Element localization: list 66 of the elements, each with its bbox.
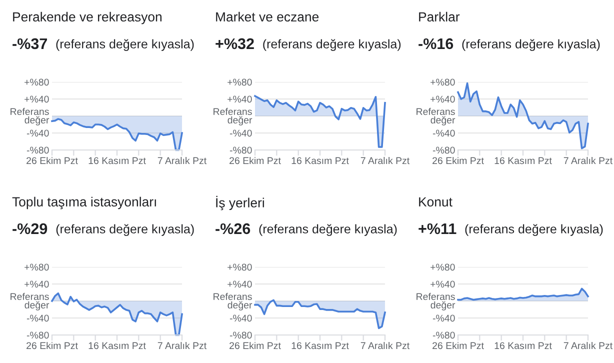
- y-tick-label: -%80: [230, 332, 252, 339]
- x-tick-label: 16 Kasım Pzt: [88, 342, 146, 350]
- chart-subtitle: +%11: [418, 223, 456, 234]
- y-tick-label: +%80: [430, 264, 455, 271]
- y-tick-label: Referans değer: [416, 292, 456, 310]
- y-tick-label: -%80: [230, 146, 252, 154]
- x-tick-label: 7 Aralık Pzt: [564, 342, 613, 350]
- y-tick-label: -%80: [432, 332, 455, 339]
- chart-subtitle: -%29: [12, 223, 48, 234]
- chart-title: İş yerleri: [216, 196, 264, 210]
- y-tick-label: +%40: [430, 96, 455, 103]
- text: (referans değere kıyasla): [263, 39, 401, 51]
- chart-title: Perakende ve rekreasyon: [13, 12, 162, 24]
- x-tick-label: 16 Kasım Pzt: [494, 157, 552, 164]
- x-tick-label: 7 Aralık Pzt: [158, 342, 207, 350]
- chart-subtitle: -%37: [12, 38, 47, 50]
- x-tick-label: 7 Aralık Pzt: [158, 156, 207, 164]
- y-tick-label: -%40: [26, 314, 49, 322]
- chart-title: Market ve eczane: [216, 12, 319, 22]
- text: (referans değere kıyasla): [465, 224, 603, 236]
- y-tick-label: Referans değer: [10, 108, 50, 126]
- y-tick-label: +%40: [430, 280, 455, 288]
- x-tick-label: 16 Kasım Pzt: [88, 157, 146, 164]
- chart-title: Toplu taşıma istasyonları: [12, 196, 156, 210]
- y-tick-label: Referans değer: [214, 292, 252, 310]
- y-tick-label: +%40: [228, 280, 252, 288]
- y-tick-label: -%40: [230, 314, 252, 322]
- y-tick-label: -%40: [26, 130, 49, 137]
- y-tick-label: -%80: [432, 146, 455, 154]
- y-tick-label: +%80: [228, 78, 252, 86]
- x-tick-label: 16 Kasım Pzt: [494, 342, 552, 350]
- y-tick-label: -%40: [230, 130, 252, 137]
- x-tick-label: 7 Aralık Pzt: [360, 342, 410, 350]
- y-tick-label: +%80: [24, 78, 49, 86]
- chart-subtitle: +%32: [216, 38, 254, 50]
- y-tick-label: +%80: [430, 78, 455, 86]
- y-tick-label: Referans değer: [214, 108, 252, 126]
- x-tick-label: 26 Ekim Pzt: [26, 156, 78, 164]
- x-tick-label: 26 Ekim Pzt: [432, 342, 484, 350]
- y-tick-label: +%40: [24, 280, 49, 288]
- x-tick-label: 26 Ekim Pzt: [26, 342, 78, 350]
- text: (referans değere kıyasla): [462, 39, 600, 51]
- y-tick-label: +%40: [24, 96, 49, 103]
- chart-title: Konut: [419, 197, 452, 207]
- text: (referans değere kıyasla): [56, 39, 194, 51]
- y-tick-label: Referans değer: [416, 108, 456, 126]
- x-tick-label: 26 Ekim Pzt: [230, 342, 281, 350]
- chart-subtitle: -%16: [418, 38, 454, 50]
- y-tick-label: Referans değer: [10, 292, 50, 310]
- x-tick-label: 7 Aralık Pzt: [564, 156, 613, 164]
- y-tick-label: -%40: [432, 130, 455, 137]
- y-tick-label: +%80: [228, 264, 252, 271]
- y-tick-label: -%80: [26, 146, 49, 154]
- chart-subtitle: -%26: [216, 223, 250, 234]
- x-tick-label: 16 Kasım Pzt: [292, 157, 349, 164]
- y-tick-label: -%80: [26, 332, 49, 339]
- text: (referans değere kıyasla): [259, 224, 397, 236]
- x-tick-label: 7 Aralık Pzt: [360, 156, 410, 164]
- x-tick-label: 26 Ekim Pzt: [432, 156, 484, 164]
- y-tick-label: -%40: [432, 314, 455, 322]
- text: (referans değere kıyasla): [56, 224, 194, 236]
- y-tick-label: +%80: [24, 264, 49, 271]
- x-tick-label: 16 Kasım Pzt: [292, 342, 349, 350]
- y-tick-label: +%40: [228, 96, 252, 103]
- x-tick-label: 26 Ekim Pzt: [230, 156, 281, 164]
- chart-title: Parklar: [419, 12, 460, 22]
